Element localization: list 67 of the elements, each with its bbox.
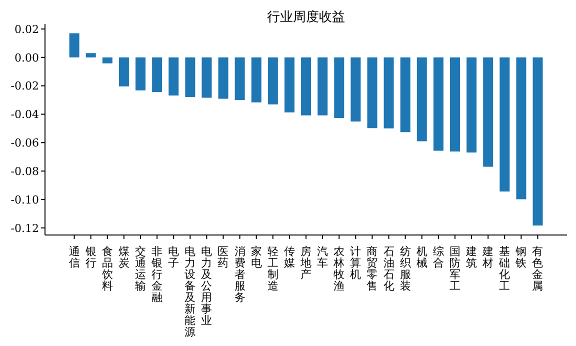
x-tick-label: 食品饮料 [100, 245, 113, 292]
x-tick-label: 建筑 [465, 245, 478, 270]
chart-title: 行业周度收益 [266, 9, 346, 26]
x-tick-label: 计算机 [350, 245, 362, 281]
bar [218, 57, 228, 99]
bar [384, 57, 394, 128]
y-tick-label: -0.04 [10, 108, 39, 122]
bar [466, 57, 477, 152]
x-tick-label: 农林牧渔 [332, 245, 345, 292]
bar [268, 57, 278, 104]
x-tick-label: 建材 [482, 245, 494, 270]
bar [334, 57, 344, 118]
x-tick-label: 机械 [416, 245, 428, 270]
bar [102, 57, 112, 64]
x-tick-label: 交通运输 [134, 245, 146, 292]
bar [318, 57, 328, 116]
bar [136, 57, 146, 90]
bar [251, 57, 262, 102]
x-tick-label: 通信 [68, 245, 80, 270]
bar [350, 57, 361, 122]
x-tick-label: 电力设备及新能源 [184, 245, 196, 338]
y-tick-label: -0.06 [10, 136, 39, 150]
y-tick-label: 0.02 [14, 22, 39, 36]
bar [532, 57, 543, 226]
x-tick-label: 传媒 [284, 245, 295, 270]
bar [86, 53, 96, 58]
x-tick-label: 国防军工 [449, 245, 460, 292]
x-tick-label: 房地产 [300, 245, 312, 281]
bar [234, 57, 245, 100]
y-tick-label: -0.08 [10, 164, 39, 178]
x-tick-label: 医药 [218, 245, 229, 270]
x-tick-label: 有色金属 [532, 245, 544, 292]
x-tick-label: 钢铁 [514, 245, 527, 270]
x-tick-label: 消费者服务 [234, 245, 246, 304]
x-tick-label: 基础化工 [498, 245, 510, 292]
bar [168, 57, 179, 96]
x-tick-label: 电子 [168, 245, 180, 270]
bar [500, 57, 510, 192]
bar [367, 57, 378, 128]
bar [118, 57, 129, 86]
x-tick-label: 综合 [432, 245, 444, 270]
x-tick-label: 家电 [250, 245, 262, 270]
x-tick-label: 纺织服装 [400, 245, 411, 292]
bar [202, 57, 212, 98]
x-tick-label: 非银行金融 [150, 245, 163, 304]
bar [400, 57, 410, 132]
x-tick-label: 银行 [84, 245, 96, 270]
bar [301, 57, 312, 116]
bar [516, 57, 526, 200]
x-tick-label: 轻工制造 [267, 245, 278, 292]
y-tick-label: -0.10 [10, 193, 39, 206]
bar [284, 57, 294, 112]
x-tick-label: 汽车 [317, 245, 328, 270]
x-tick-label: 煤炭 [118, 245, 130, 270]
bar [450, 57, 460, 152]
bar [69, 33, 80, 58]
x-tick-label: 石油石化 [383, 245, 394, 292]
bar [416, 57, 427, 142]
y-tick-label: 0.00 [14, 51, 39, 64]
x-tick-label: 电力及公用事业 [201, 245, 212, 327]
y-tick-label: -0.02 [10, 80, 39, 93]
bar [433, 57, 444, 151]
bar [152, 57, 162, 92]
bar [185, 57, 196, 98]
bar [483, 57, 494, 167]
x-tick-label: 商贸零售 [366, 245, 378, 292]
y-tick-label: -0.12 [10, 222, 39, 235]
